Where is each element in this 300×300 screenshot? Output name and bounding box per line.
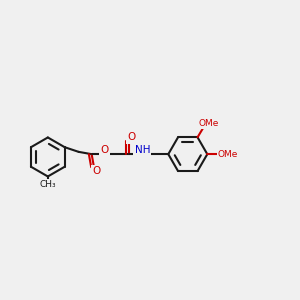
Text: CH₃: CH₃ xyxy=(40,180,56,189)
Text: O: O xyxy=(100,146,109,155)
Text: O: O xyxy=(128,133,136,142)
Text: OMe: OMe xyxy=(199,119,219,128)
Text: O: O xyxy=(92,166,100,176)
Text: NH: NH xyxy=(134,145,150,154)
Text: OMe: OMe xyxy=(218,150,238,159)
